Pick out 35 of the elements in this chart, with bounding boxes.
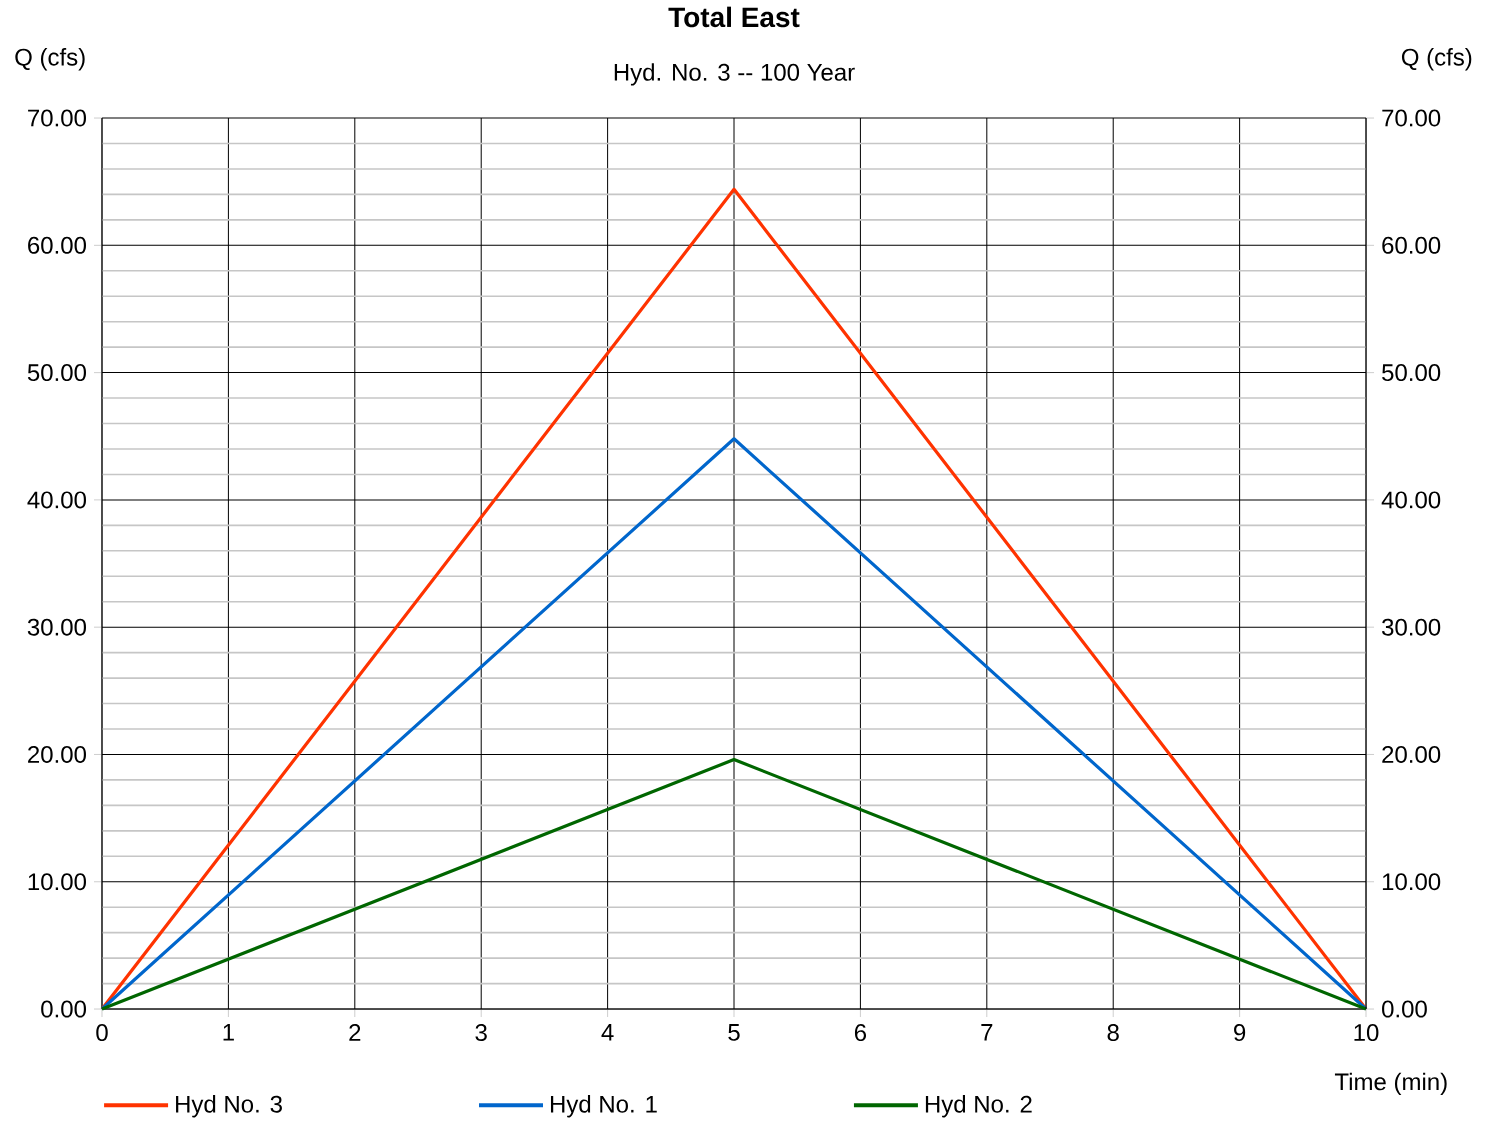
y2-tick-label: 50.00 <box>1382 363 1441 381</box>
y2-tick-label: 40.00 <box>1381 491 1441 509</box>
x-tick-label: 8 <box>1107 1023 1119 1041</box>
y-tick-label: 60.00 <box>28 236 86 254</box>
x-tick-label: 7 <box>981 1023 993 1041</box>
y-tick-label: 40.00 <box>27 491 86 509</box>
chart-title: Total East <box>668 6 800 28</box>
x-tick-label: 6 <box>854 1023 867 1041</box>
x-tick-label: 5 <box>728 1023 740 1041</box>
y-axis-title: Q (cfs) <box>15 47 85 71</box>
y-tick-label: 10.00 <box>28 873 86 891</box>
x-tick-label: 1 <box>223 1023 234 1041</box>
y2-tick-label: 30.00 <box>1382 618 1441 636</box>
y-tick-label: 70.00 <box>28 109 86 127</box>
legend-label: Hyd No. 1 <box>550 1094 657 1118</box>
y-tick-label: 50.00 <box>27 363 86 381</box>
y2-axis-title: Q (cfs) <box>1401 47 1472 71</box>
x-tick-label: 4 <box>601 1023 614 1041</box>
y-tick-label: 0.00 <box>41 1000 87 1018</box>
x-tick-label: 3 <box>475 1023 487 1041</box>
x-tick-label: 0 <box>96 1023 108 1041</box>
legend-label: Hyd No. 2 <box>925 1094 1032 1118</box>
y2-tick-label: 60.00 <box>1382 236 1441 254</box>
y2-tick-label: 0.00 <box>1382 1000 1427 1018</box>
x-tick-label: 2 <box>349 1023 361 1041</box>
legend-label: Hyd No. 3 <box>176 1094 282 1118</box>
y-tick-label: 30.00 <box>27 618 86 636</box>
y-tick-label: 20.00 <box>28 745 86 763</box>
y2-tick-label: 20.00 <box>1382 745 1441 763</box>
x-tick-label: 9 <box>1234 1023 1246 1041</box>
x-axis-title: Time (min) <box>1334 1072 1447 1095</box>
x-tick-label: 10 <box>1354 1023 1379 1041</box>
y2-tick-label: 70.00 <box>1382 109 1441 127</box>
y2-tick-label: 10.00 <box>1382 873 1441 891</box>
chart-subtitle: Hyd. No. 3 -- 100 Year <box>614 63 855 86</box>
